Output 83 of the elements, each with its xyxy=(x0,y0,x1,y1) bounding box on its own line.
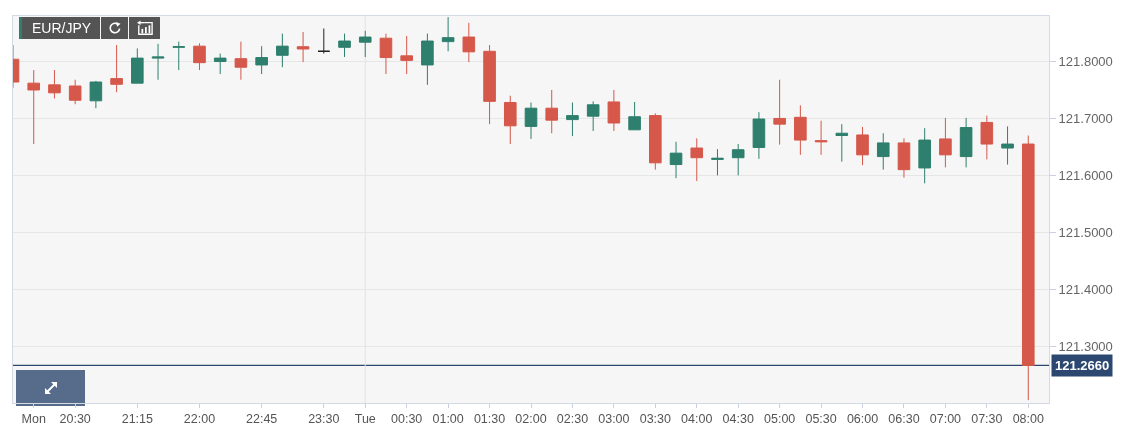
candlestick xyxy=(48,69,61,100)
candlestick xyxy=(172,41,186,71)
candlestick xyxy=(193,42,206,71)
candlestick xyxy=(441,16,455,52)
candlestick xyxy=(690,137,704,182)
candlestick xyxy=(607,89,621,132)
candlestick xyxy=(110,44,123,93)
candlestick xyxy=(296,31,310,63)
x-tick-label: 02:00 xyxy=(515,412,547,426)
candlestick xyxy=(918,127,931,184)
candlestick xyxy=(939,117,952,168)
candlestick xyxy=(731,143,745,176)
candlestick xyxy=(669,141,683,179)
y-tick-label: 121.7000 xyxy=(1058,110,1113,126)
x-tick-label: 03:30 xyxy=(639,412,672,426)
candlestick xyxy=(131,47,144,84)
y-tick-label: 121.6000 xyxy=(1058,167,1113,183)
candlestick xyxy=(358,30,372,58)
chart-button[interactable] xyxy=(129,17,161,39)
candlestick xyxy=(338,33,351,58)
x-tick-label: 21:15 xyxy=(121,412,154,426)
x-tick-label: 04:30 xyxy=(722,412,754,426)
x-tick-label: 06:30 xyxy=(888,412,920,426)
y-tick-label: 121.4000 xyxy=(1058,281,1113,297)
x-tick-label: 07:00 xyxy=(929,412,962,426)
x-tick-label: 06:00 xyxy=(846,412,879,426)
candlestick xyxy=(586,100,600,132)
expand-button[interactable] xyxy=(16,370,85,406)
x-tick-label: 20:30 xyxy=(59,412,91,426)
refresh-button[interactable] xyxy=(101,17,129,39)
ref-line-label: 121.2660 xyxy=(1055,358,1110,373)
candlestick xyxy=(421,33,434,86)
x-tick-label: 22:00 xyxy=(183,412,216,426)
candlestick xyxy=(711,148,724,176)
candlestick xyxy=(255,45,268,75)
x-tick-label: 00:30 xyxy=(391,412,423,426)
y-tick-label: 121.3000 xyxy=(1058,338,1113,354)
candlestick xyxy=(213,53,227,75)
candlestick xyxy=(566,102,579,137)
candlestick xyxy=(794,104,807,156)
candlestick xyxy=(628,101,641,131)
candlestick xyxy=(503,95,517,145)
chart-title: EUR/JPY xyxy=(19,17,101,39)
x-tick-label: 02:30 xyxy=(556,412,589,426)
candlestick xyxy=(980,115,994,160)
candlestick xyxy=(959,117,973,168)
candlestick xyxy=(835,123,849,163)
candlestick xyxy=(400,35,413,75)
candlestick xyxy=(151,43,165,81)
candlestick xyxy=(773,79,786,146)
x-tick-label: Mon xyxy=(21,412,46,426)
candlestick xyxy=(1021,135,1035,401)
x-tick-label: 22:45 xyxy=(246,412,278,426)
candlestick xyxy=(276,33,289,68)
x-tick-label: 05:00 xyxy=(764,412,796,426)
candlestick xyxy=(234,41,248,81)
x-tick-label: 03:00 xyxy=(598,412,630,426)
candlestick xyxy=(524,102,538,140)
y-tick-label: 121.8000 xyxy=(1058,54,1113,70)
x-tick-label: 23:30 xyxy=(308,412,340,426)
x-tick-label: 01:00 xyxy=(432,412,464,426)
candlestick xyxy=(1001,125,1014,166)
candlestick xyxy=(68,79,82,105)
candlestick xyxy=(752,111,766,160)
candlestick xyxy=(379,33,393,75)
candlestick xyxy=(876,132,890,171)
x-tick-label: 04:00 xyxy=(681,412,713,426)
x-tick-label: 01:30 xyxy=(473,412,506,426)
candlestick xyxy=(27,69,41,145)
x-tick-label: Tue xyxy=(354,412,376,426)
candlestick xyxy=(649,112,662,171)
x-tick-label: 07:30 xyxy=(971,412,1003,426)
y-tick-label: 121.5000 xyxy=(1058,224,1113,240)
x-tick-label: 05:30 xyxy=(805,412,837,426)
candlestick xyxy=(317,28,331,55)
candlestick xyxy=(483,44,496,125)
candlestick xyxy=(462,22,476,63)
candlestick xyxy=(814,120,828,156)
candlestick xyxy=(89,80,103,109)
candlestick xyxy=(897,137,911,179)
candlestick xyxy=(545,89,559,134)
x-tick-label: 08:00 xyxy=(1012,412,1044,426)
candlestick xyxy=(856,126,869,166)
